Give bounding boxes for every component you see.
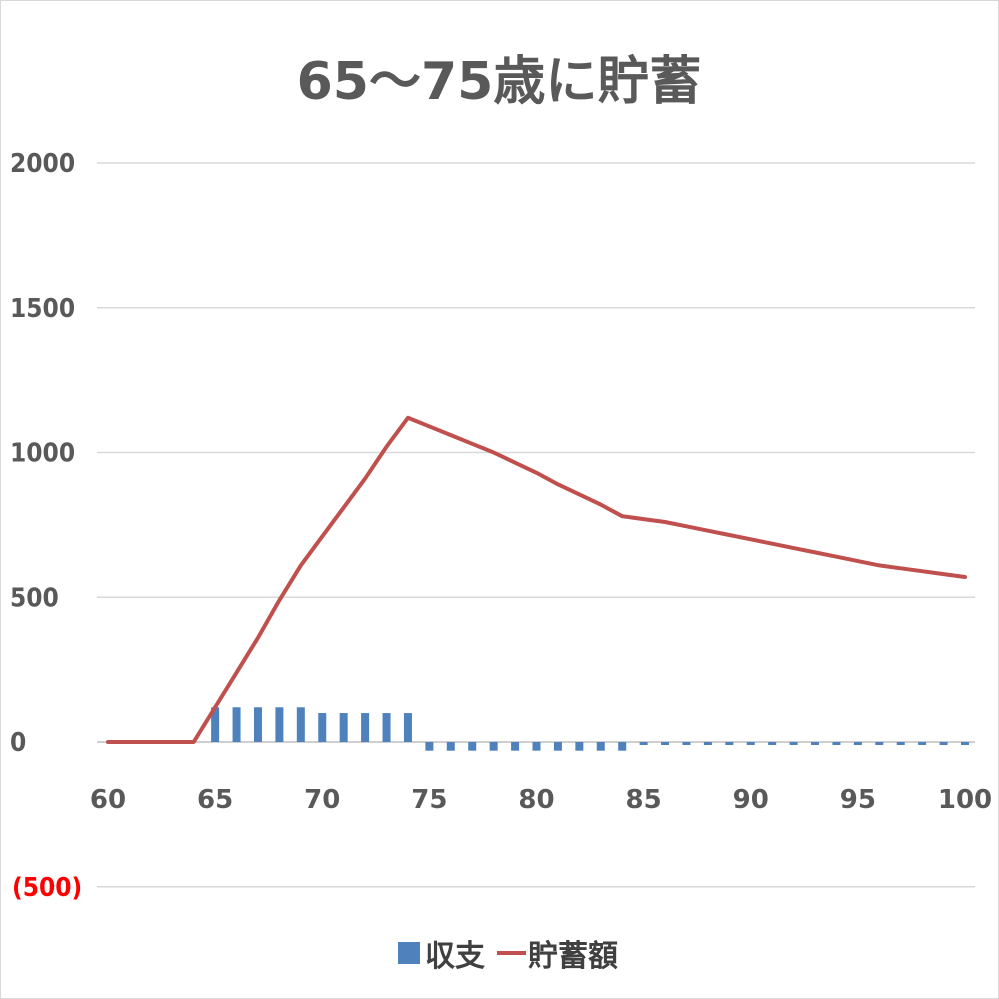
x-tick-label: 75 (411, 785, 447, 815)
bar-shushi (939, 742, 948, 745)
bar-shushi (639, 742, 648, 745)
bar-shushi (789, 742, 798, 745)
x-tick-label: 85 (626, 785, 662, 815)
bar-shushi (232, 707, 241, 742)
bar-shushi (703, 742, 712, 745)
x-tick-label: 90 (733, 785, 769, 815)
x-tick-label: 80 (518, 785, 554, 815)
bar-shushi (425, 742, 434, 751)
gridlines (97, 162, 975, 888)
bar-shushi (853, 742, 862, 745)
bar-shushi (746, 742, 755, 745)
bar-shushi (768, 742, 777, 745)
legend-label-shushi: 収支 (425, 939, 485, 974)
y-axis-ticks: 2000 1500 1000 500 0 (500) (10, 149, 82, 903)
bar-shushi (575, 742, 584, 751)
bar-shushi (532, 742, 541, 751)
bar-shushi (296, 707, 305, 742)
x-tick-label: 100 (938, 785, 992, 815)
y-tick-label: 500 (10, 583, 59, 613)
y-tick-label: 2000 (10, 149, 75, 179)
legend-swatch-shushi (398, 942, 420, 964)
chart-title: 65～75歳に貯蓄 (297, 52, 702, 112)
bar-shushi (682, 742, 691, 745)
bar-shushi (446, 742, 455, 751)
bar-shushi (361, 713, 370, 742)
bar-shushi (275, 707, 284, 742)
bar-shushi (725, 742, 734, 745)
bar-shushi (382, 713, 391, 742)
bar-shushi (468, 742, 477, 751)
bar-shushi (511, 742, 520, 751)
bar-shushi (811, 742, 820, 745)
bar-shushi (896, 742, 905, 745)
legend-label-chochikugaku: 貯蓄額 (528, 939, 618, 974)
legend: 収支 貯蓄額 (398, 939, 618, 974)
y-tick-label: 0 (10, 728, 26, 758)
bar-shushi (596, 742, 605, 751)
bar-shushi (253, 707, 262, 742)
bar-shushi (832, 742, 841, 745)
bar-series (211, 707, 969, 751)
bar-shushi (339, 713, 348, 742)
x-tick-label: 60 (90, 785, 126, 815)
bar-shushi (875, 742, 884, 745)
bar-shushi (553, 742, 562, 751)
x-axis-ticks: 60 65 70 75 80 85 90 95 100 (90, 785, 992, 815)
bar-shushi (211, 707, 220, 742)
bar-shushi (618, 742, 627, 751)
bar-shushi (961, 742, 969, 745)
line-series (106, 415, 967, 744)
bar-shushi (918, 742, 927, 745)
line-chochikugaku (106, 415, 967, 744)
y-tick-label: 1500 (10, 294, 75, 324)
x-tick-label: 95 (840, 785, 876, 815)
bar-shushi (661, 742, 670, 745)
bar-shushi (489, 742, 498, 751)
bar-shushi (318, 713, 327, 742)
x-tick-label: 70 (304, 785, 340, 815)
bar-shushi (403, 713, 412, 742)
y-tick-label: 1000 (10, 439, 75, 469)
y-tick-label: (500) (12, 873, 82, 903)
x-tick-label: 65 (197, 785, 233, 815)
